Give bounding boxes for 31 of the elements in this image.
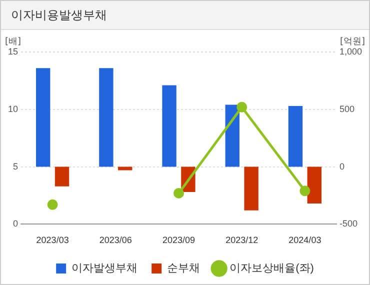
x-tick-label: 2023/09 bbox=[162, 235, 196, 246]
x-tick-label: 2023/12 bbox=[226, 235, 258, 246]
y2-tick-label: -500 bbox=[339, 218, 358, 229]
x-tick-label: 2023/03 bbox=[36, 235, 69, 246]
point bbox=[173, 188, 184, 198]
x-tick-label: 2023/06 bbox=[99, 235, 132, 246]
y2-axis-title: [억원] bbox=[340, 36, 365, 47]
bar bbox=[36, 68, 50, 167]
y-tick-label: 5 bbox=[12, 161, 18, 172]
y2-tick-label: 1,000 bbox=[339, 46, 362, 56]
bar bbox=[288, 106, 303, 167]
legend-label: 이자보상배율(좌) bbox=[230, 262, 314, 275]
bar bbox=[99, 68, 114, 167]
x-tick-label: 2024/03 bbox=[288, 235, 322, 246]
legend-label: 이자발생부채 bbox=[72, 262, 138, 275]
legend-label: 순부채 bbox=[167, 262, 200, 275]
bar bbox=[162, 85, 176, 167]
y2-tick-label: 0 bbox=[339, 161, 344, 172]
y-tick-label: 0 bbox=[12, 218, 18, 229]
point bbox=[236, 102, 248, 112]
bar bbox=[225, 104, 240, 167]
bar bbox=[54, 166, 70, 186]
point bbox=[47, 199, 58, 210]
point bbox=[300, 186, 310, 196]
y-tick-label: 15 bbox=[8, 46, 18, 56]
y-tick-label: 10 bbox=[8, 104, 18, 114]
chart-title: 이자비용발생부채 bbox=[1, 1, 369, 30]
bar bbox=[244, 166, 258, 210]
y2-tick-label: 500 bbox=[339, 104, 355, 114]
bar bbox=[307, 166, 322, 204]
y-axis-title: [배] bbox=[5, 36, 22, 47]
